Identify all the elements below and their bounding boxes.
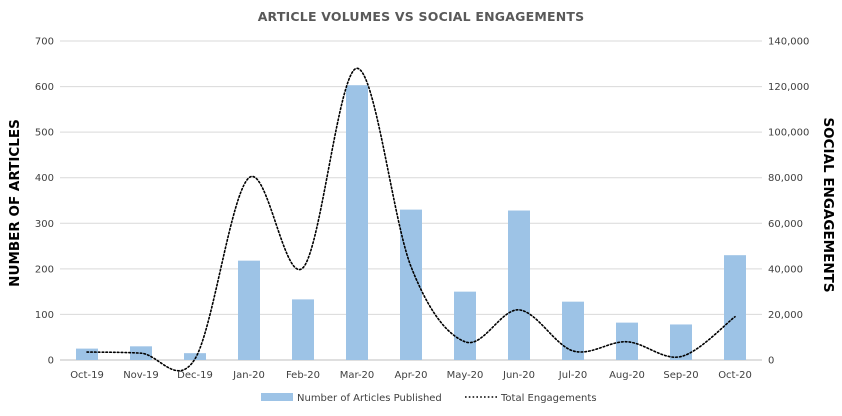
legend-label-articles: Number of Articles Published [297, 393, 442, 404]
legend-swatch-articles [261, 393, 293, 401]
y2-tick-label: 80,000 [768, 173, 803, 184]
y2-tick-label: 140,000 [768, 37, 809, 48]
bar [76, 348, 98, 360]
x-tick-label: Apr-20 [395, 370, 428, 381]
bar [670, 324, 692, 360]
bar [508, 210, 530, 360]
bar [724, 255, 746, 360]
y-tick-label: 500 [35, 128, 54, 139]
bar [562, 301, 584, 360]
x-tick-label: Aug-20 [609, 370, 645, 381]
x-tick-label: Oct-19 [70, 370, 104, 381]
y2-tick-label: 40,000 [768, 264, 803, 275]
x-tick-label: Jul-20 [558, 370, 587, 381]
bar [184, 353, 206, 360]
engagements-line [86, 67, 736, 372]
y-tick-label: 400 [35, 173, 54, 184]
legend: Number of Articles Published Total Engag… [261, 393, 597, 404]
y2-tick-label: 60,000 [768, 219, 803, 230]
bar [454, 291, 476, 360]
x-axis: Oct-19 Nov-19 Dec-19 Jan-20 Feb-20 Mar-20 Apr-… [70, 370, 752, 381]
y-axis-right: 0 20,000 40,000 60,000 80,000 100,000 120,000 1… [768, 37, 809, 367]
bar [346, 85, 368, 360]
y-tick-label: 300 [35, 219, 54, 230]
y2-tick-label: 20,000 [768, 310, 803, 321]
legend-label-engagements: Total Engagements [500, 393, 597, 404]
x-tick-label: Dec-19 [177, 370, 213, 381]
y2-tick-label: 0 [768, 356, 774, 367]
y-tick-label: 700 [35, 37, 54, 48]
x-tick-label: Oct-20 [718, 370, 752, 381]
x-tick-label: May-20 [447, 370, 484, 381]
y2-axis-title: SOCIAL ENGAGEMENTS [820, 117, 836, 292]
y2-tick-label: 100,000 [768, 128, 809, 139]
x-tick-label: Nov-19 [123, 370, 159, 381]
bar [238, 260, 260, 360]
y-axis-left: 0 100 200 300 400 500 600 700 [35, 37, 54, 367]
line-series [86, 67, 736, 372]
x-tick-label: Jan-20 [232, 370, 265, 381]
x-tick-label: Sep-20 [663, 370, 698, 381]
x-tick-label: Feb-20 [286, 370, 320, 381]
x-tick-label: Jun-20 [502, 370, 535, 381]
y-tick-label: 0 [48, 356, 54, 367]
x-tick-label: Mar-20 [340, 370, 375, 381]
y-tick-label: 200 [35, 264, 54, 275]
bar [292, 299, 314, 360]
chart-title: ARTICLE VOLUMES VS SOCIAL ENGAGEMENTS [258, 9, 585, 24]
y-axis-title: NUMBER OF ARTICLES [7, 119, 23, 287]
bar [400, 209, 422, 360]
y-tick-label: 600 [35, 82, 54, 93]
y-tick-label: 100 [35, 310, 54, 321]
y2-tick-label: 120,000 [768, 82, 809, 93]
bar-series [76, 85, 746, 360]
